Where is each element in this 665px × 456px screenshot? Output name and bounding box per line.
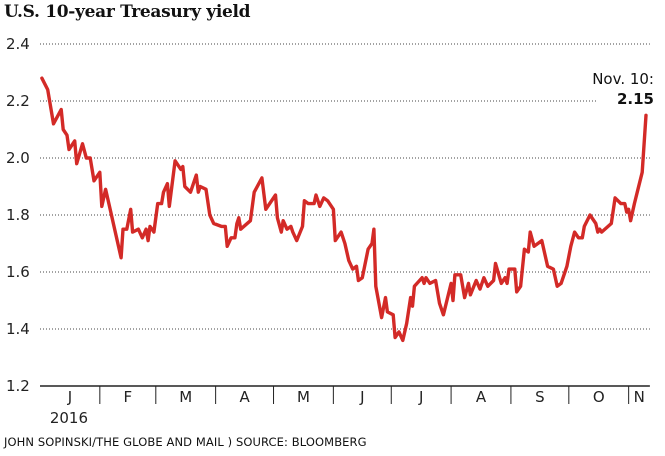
x-tick-label: A — [476, 388, 487, 406]
y-tick-label: 2.4 — [6, 35, 30, 53]
x-tick-label: J — [67, 388, 72, 406]
y-tick-label: 2.0 — [6, 149, 30, 167]
y-tick-label: 1.4 — [6, 320, 30, 338]
chart-title: U.S. 10-year Treasury yield — [4, 2, 251, 22]
y-tick-label: 1.6 — [6, 263, 30, 281]
source-credit: JOHN SOPINSKI/THE GLOBE AND MAIL ) SOURC… — [4, 435, 367, 449]
x-tick-label: F — [123, 388, 132, 406]
y-tick-label: 1.8 — [6, 206, 30, 224]
yield-line — [40, 76, 648, 343]
y-tick-label: 1.2 — [6, 377, 30, 395]
annotation-value: 2.15 — [617, 90, 654, 108]
x-tick-label: N — [634, 388, 645, 406]
year-label: 2016 — [50, 409, 88, 427]
x-tick-label: A — [239, 388, 250, 406]
x-tick-label: J — [418, 388, 423, 406]
x-tick-label: S — [535, 388, 545, 406]
x-tick-label: O — [593, 388, 605, 406]
x-tick-label: M — [297, 388, 310, 406]
x-tick-label: J — [359, 388, 364, 406]
y-tick-label: 2.2 — [6, 92, 30, 110]
x-tick-label: M — [179, 388, 192, 406]
annotation-label: Nov. 10: — [592, 70, 654, 88]
